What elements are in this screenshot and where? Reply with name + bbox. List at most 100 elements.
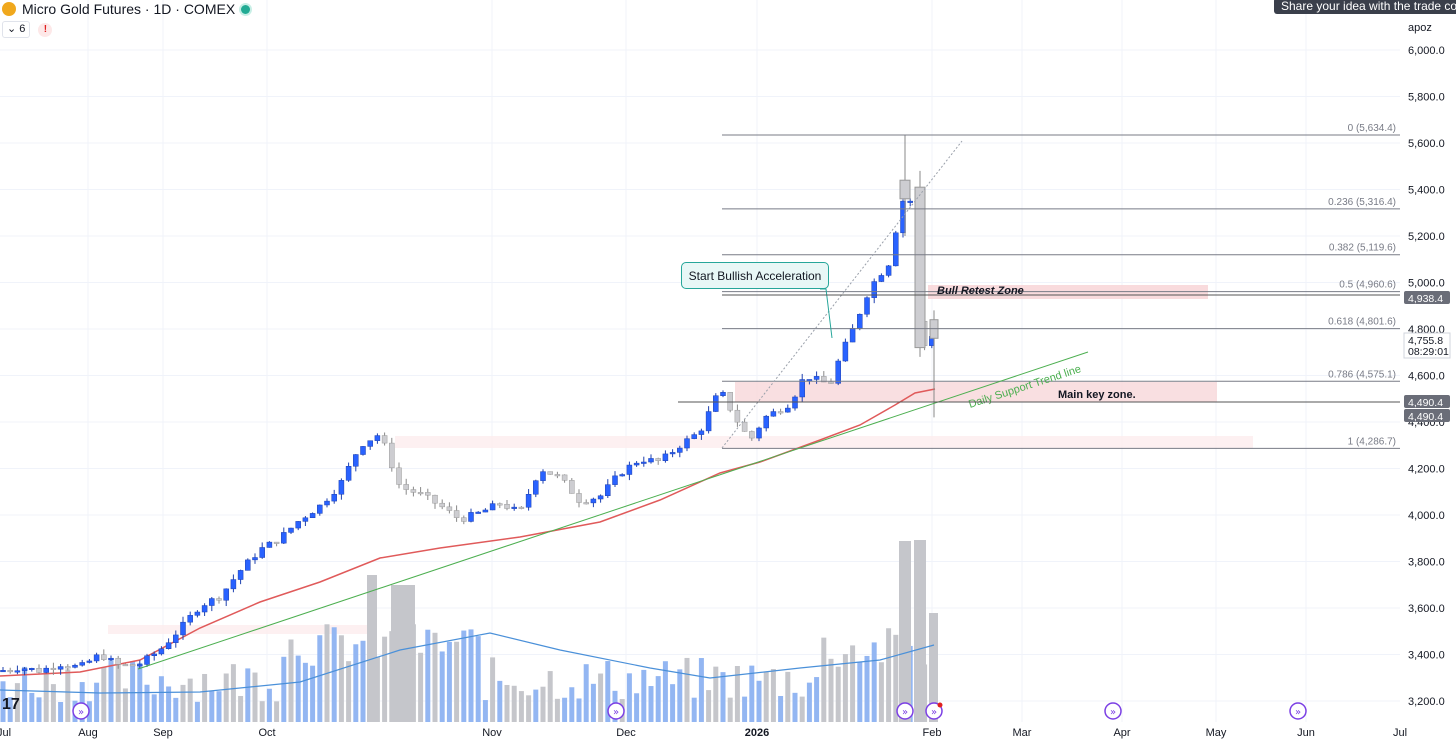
volume-bar [266, 688, 272, 722]
candle-body [785, 407, 791, 413]
price-tick-label: 3,400.0 [1408, 650, 1445, 662]
candle-body [763, 415, 769, 429]
candle-body [605, 484, 611, 497]
time-axis[interactable]: Jul Aug Sep Oct Nov Dec 2026 Feb Mar Apr May Jun Jul [0, 727, 1407, 739]
candle-body [828, 381, 834, 384]
fib-retracement[interactable]: 0 (5,634.4) 0.236 (5,316.4) 0.382 (5,119.6… [722, 123, 1400, 449]
volume-bar [338, 635, 344, 722]
candle-body [547, 471, 553, 475]
volume-bar [468, 629, 474, 722]
volume-bar [194, 701, 200, 722]
volume-bar [310, 665, 316, 722]
candle-body [648, 458, 654, 463]
candle-body [309, 513, 316, 519]
volume-bar [490, 657, 496, 722]
candle-body [821, 376, 827, 383]
market-open-icon [241, 4, 251, 14]
countdown-tag: 08:29:01 [1408, 346, 1449, 358]
candle-body [871, 281, 877, 298]
volume-bar [706, 690, 712, 722]
volume-bar [216, 691, 222, 722]
volume-bar [511, 685, 517, 722]
bullish-acceleration-callout[interactable]: Start Bullish Acceleration [681, 262, 829, 289]
candle-body [749, 431, 755, 439]
volume-bar [785, 671, 791, 722]
volume-bar [353, 644, 359, 722]
volume-bar [115, 660, 121, 722]
volume-bar [698, 658, 704, 722]
candle-body [792, 396, 798, 409]
volume-bar [461, 630, 467, 722]
volume-bar [770, 669, 776, 722]
volume-bar [382, 636, 388, 722]
candle-body [554, 474, 561, 477]
volume-bar [864, 655, 870, 722]
volume-bar [504, 684, 510, 722]
price-axis[interactable]: 6,000.0 5,800.0 5,600.0 5,400.0 5,200.0 5,000… [1408, 45, 1445, 708]
warning-icon[interactable]: ! [38, 22, 53, 37]
time-axis-label: Jul [0, 727, 11, 739]
volume-bar [14, 683, 20, 722]
fib-05-price-tag-bg [1404, 291, 1450, 304]
candle-body [173, 634, 179, 643]
zones [108, 285, 1253, 634]
time-axis-label: Aug [78, 727, 98, 739]
time-axis-label: Oct [258, 727, 275, 739]
candle-body [209, 598, 215, 606]
volume-bar [713, 666, 719, 722]
candle-body [482, 509, 489, 513]
candle-body [381, 435, 388, 444]
volume-bar [180, 684, 186, 722]
candle-body [374, 435, 381, 441]
volume-bar [893, 634, 899, 722]
candle-body [101, 654, 107, 660]
candle-body [468, 512, 474, 522]
volume-bar [187, 678, 193, 722]
fib-05-price-tag: 4,938.4 [1408, 293, 1443, 305]
candle-body [432, 494, 438, 504]
candle-body [281, 532, 287, 544]
volume-bar [670, 684, 676, 722]
candle-body [273, 541, 280, 544]
volume-bar [742, 696, 748, 722]
candle-body [43, 667, 49, 673]
symbol-header[interactable]: Micro Gold Futures · 1D · COMEX [0, 0, 251, 18]
time-axis-label: Feb [923, 727, 942, 739]
old-resistance-zone [395, 436, 1253, 448]
acceleration-channel-line [721, 140, 963, 449]
candle-body [201, 605, 208, 613]
event-glyph: » [1295, 707, 1301, 718]
interval-badge: 6 [19, 23, 26, 35]
candle-body [540, 471, 546, 481]
candle-body [518, 506, 525, 509]
volume-bar [641, 669, 647, 722]
chevron-down-icon[interactable]: ⌄ 6 [2, 21, 31, 38]
candle-body [799, 379, 805, 398]
candle-body [230, 579, 237, 590]
tradingview-logo-icon[interactable]: 17 [2, 696, 20, 713]
volume-bar [886, 628, 892, 722]
candle-body [461, 517, 467, 522]
price-tags: 4,938.4 4,755.808:29:01 4,490.4 4,490.4 [1403, 291, 1451, 423]
time-axis-label: Jun [1297, 727, 1315, 739]
symbol-title[interactable]: Micro Gold Futures · 1D · COMEX [22, 1, 236, 17]
event-glyph: » [902, 707, 908, 718]
volume-bar [202, 673, 208, 722]
volume-bar [166, 686, 172, 722]
candle-body [741, 421, 748, 432]
candle-body [619, 474, 625, 477]
volume-bar [454, 641, 460, 722]
volume-bar [878, 662, 884, 722]
event-markers[interactable]: » » » » » » [72, 702, 1307, 720]
volume-bar [259, 701, 265, 722]
volume-bar [518, 691, 524, 722]
volume-bar [929, 613, 938, 722]
price-tick-label: 4,000.0 [1408, 510, 1445, 522]
volume-bar [22, 666, 28, 722]
candle-body [302, 517, 309, 522]
time-axis-label: 2026 [745, 727, 769, 739]
fib-level-label: 0.382 (5,119.6) [1329, 243, 1396, 254]
volume-bar [360, 640, 366, 722]
